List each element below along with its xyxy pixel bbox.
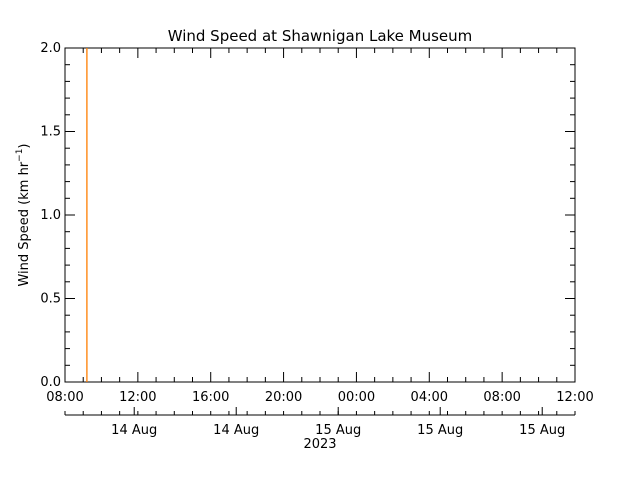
- date-tick-label: 15 Aug: [519, 423, 565, 438]
- chart-title: Wind Speed at Shawnigan Lake Museum: [168, 27, 473, 45]
- date-tick-label: 15 Aug: [417, 423, 463, 438]
- y-axis-label-close: ): [17, 143, 32, 148]
- y-tick-label: 1.5: [40, 125, 61, 140]
- x-tick-label: 08:00: [483, 390, 520, 405]
- date-axis: 14 Aug 14 Aug 15 Aug 15 Aug 15 Aug: [64, 407, 576, 438]
- date-tick-label: 14 Aug: [213, 423, 259, 438]
- y-axis-label-superscript: −1: [15, 149, 25, 162]
- x-tick-label: 16:00: [192, 390, 229, 405]
- date-tick-label: 15 Aug: [315, 423, 361, 438]
- y-tick-label: 0.0: [40, 375, 61, 390]
- y-axis-label-main: Wind Speed (km hr: [17, 161, 32, 286]
- y-tick-label: 2.0: [40, 41, 61, 56]
- x-tick-label: 20:00: [265, 390, 302, 405]
- x-tick-label: 12:00: [119, 390, 156, 405]
- y-axis-label: Wind Speed (km hr−1): [15, 143, 32, 286]
- plot-frame: [64, 47, 576, 383]
- y-axis: 0.0 0.5 1.0 1.5 2.0: [40, 41, 575, 390]
- y-tick-label: 1.0: [40, 208, 61, 223]
- x-tick-label: 04:00: [411, 390, 448, 405]
- x-axis: 08:00 12:00 16:00 20:00 00:00 04:00 08:00 12:00: [46, 48, 594, 405]
- date-tick-label: 14 Aug: [111, 423, 157, 438]
- y-tick-label: 0.5: [40, 292, 61, 307]
- x-tick-label: 00:00: [338, 390, 375, 405]
- x-tick-label: 08:00: [46, 390, 83, 405]
- x-axis-label: 2023: [303, 437, 336, 452]
- x-tick-label: 12:00: [556, 390, 593, 405]
